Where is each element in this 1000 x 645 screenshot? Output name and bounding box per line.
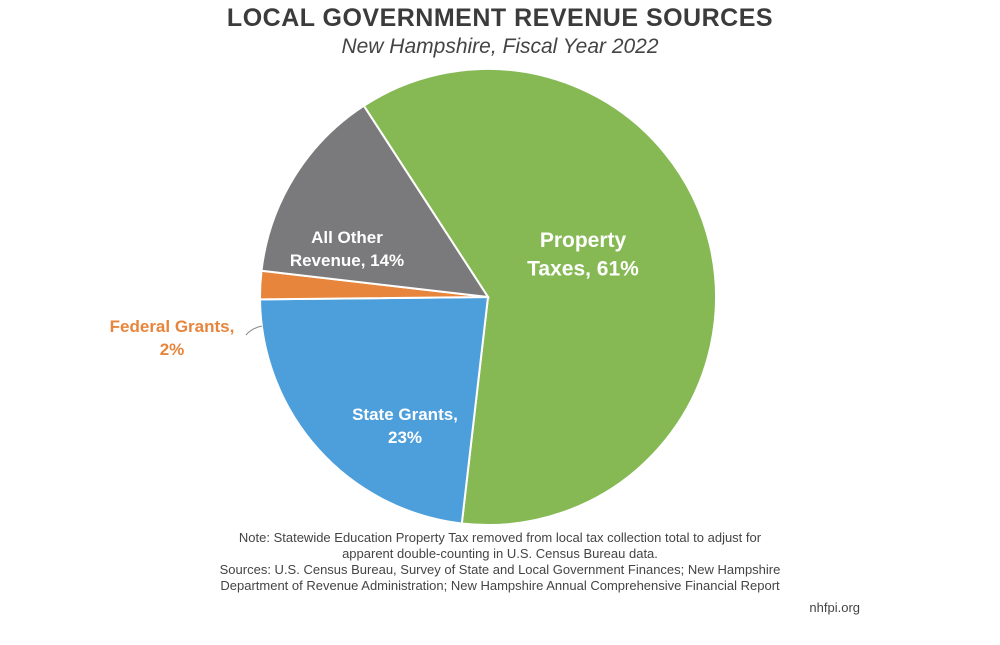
chart-subtitle: New Hampshire, Fiscal Year 2022 (341, 35, 659, 58)
label-federal-grants: Federal Grants, 2% (110, 317, 235, 359)
note-line: apparent double-counting in U.S. Census … (342, 546, 658, 561)
source-url: nhfpi.org (809, 600, 860, 615)
slice-all-other-revenue (260, 104, 490, 299)
note-line: Note: Statewide Education Property Tax r… (238, 530, 762, 545)
chart-title: LOCAL GOVERNMENT REVENUE SOURCES (226, 4, 774, 32)
label-state-grants: State Grants, 23% (352, 405, 458, 447)
slice-property-taxes (362, 68, 717, 526)
slice-state-grants (259, 295, 490, 525)
label-all-other-revenue: All Other Revenue, 14% (290, 228, 404, 270)
source-line: Sources: U.S. Census Bureau, Survey of S… (219, 562, 781, 577)
source-line: Department of Revenue Administration; Ne… (220, 578, 780, 593)
chart-notes: Note: Statewide Education Property Tax r… (140, 530, 860, 594)
federal-grants-leader-line (245, 325, 263, 336)
label-property-taxes: Property Taxes, 61% (527, 229, 639, 280)
